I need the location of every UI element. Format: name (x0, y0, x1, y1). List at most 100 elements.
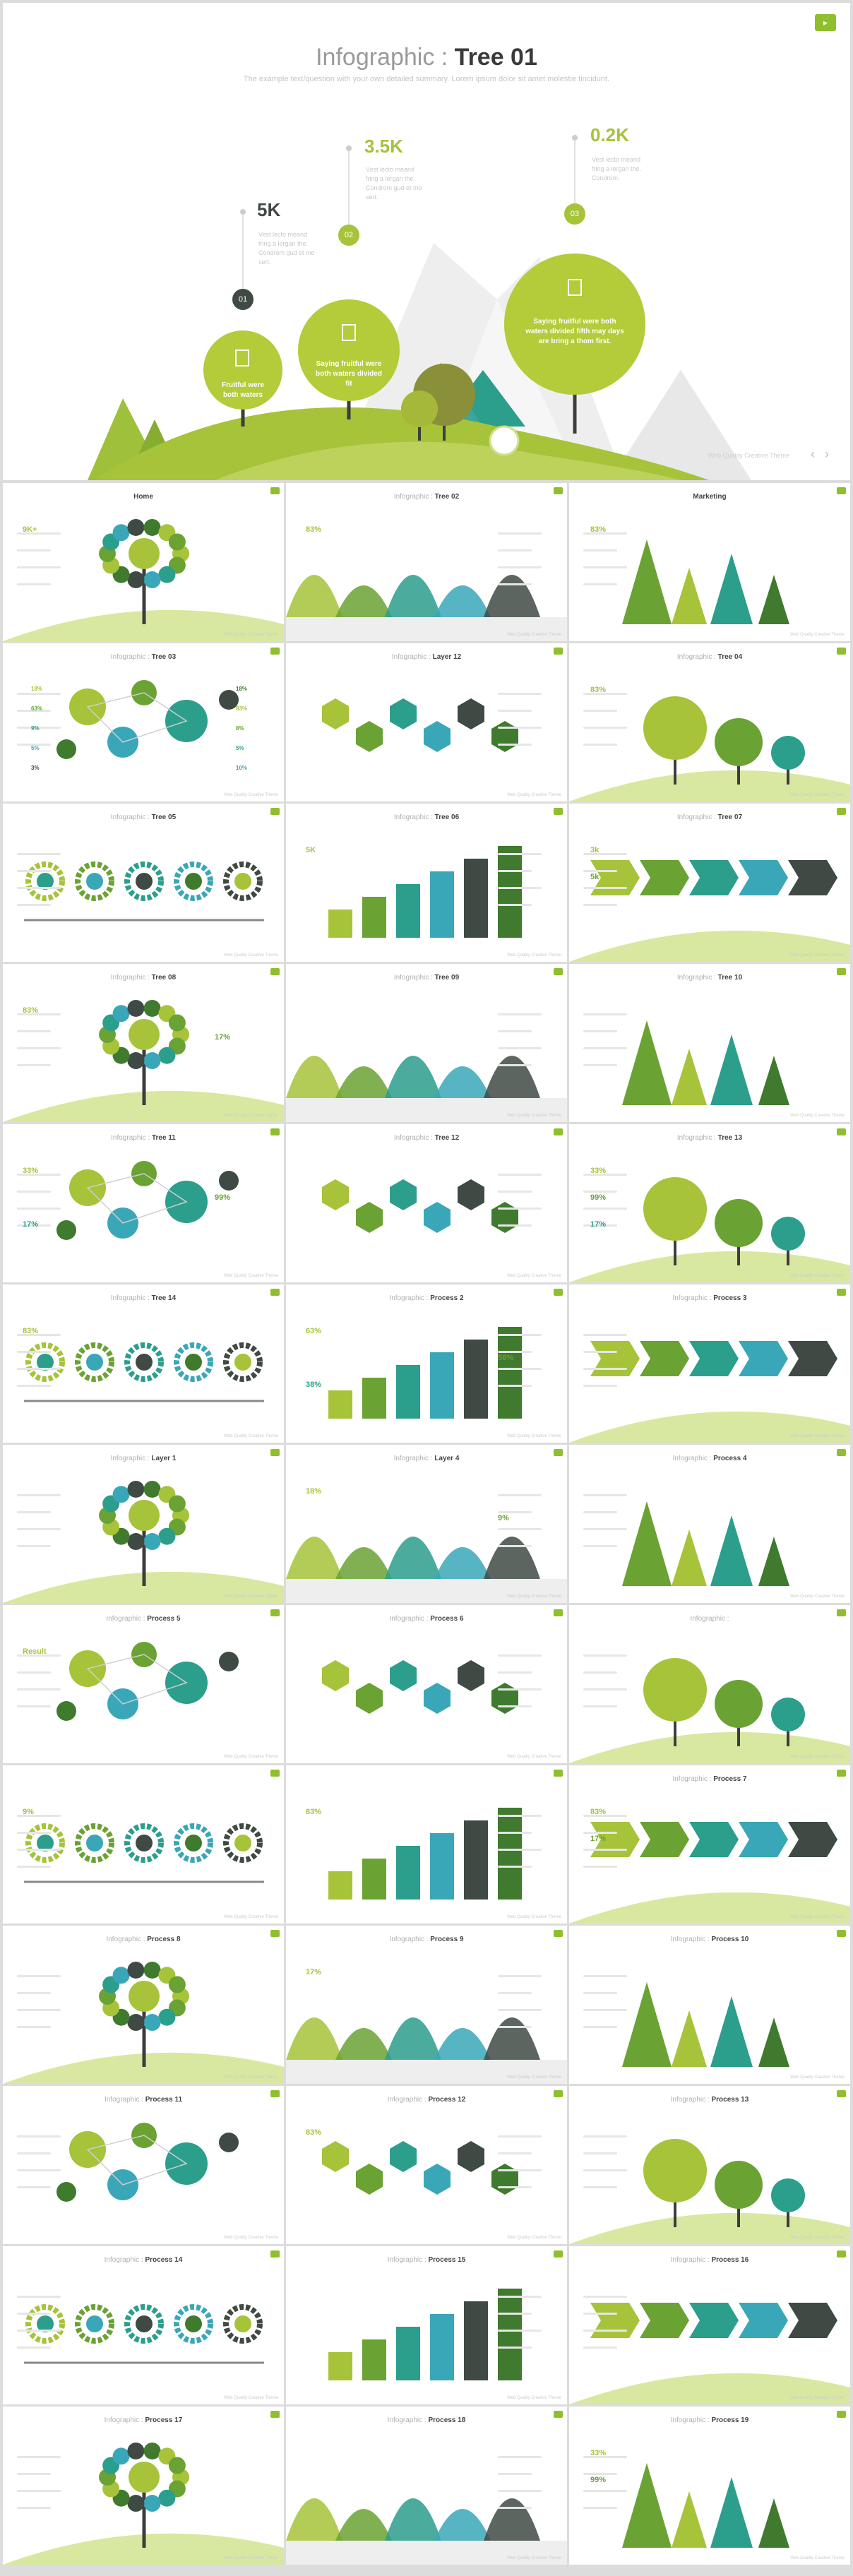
slide-illustration (286, 575, 567, 641)
slide-corner-badge[interactable] (837, 1449, 846, 1456)
slide-thumbnail[interactable]: Infographic : Process 3 Web Quality Creat… (569, 1284, 850, 1443)
slide-thumbnail[interactable]: Infographic : Tree 04 83% Web Quality Crea… (569, 643, 850, 801)
slide-thumbnail[interactable]: Infographic : Process 18 Web Quality Crea… (286, 2407, 567, 2565)
slide-corner-badge[interactable] (837, 2411, 846, 2418)
slide-corner-badge[interactable] (270, 1930, 280, 1937)
slide-thumbnail[interactable]: Infographic : Process 8 Web Quality Creat… (3, 1926, 284, 2084)
text-placeholder-line (17, 904, 51, 906)
slide-thumbnail[interactable]: Infographic : Process 10 Web Quality Crea… (569, 1926, 850, 2084)
slide-thumbnail[interactable]: Infographic : Process 19 33% 99% Web Qualit… (569, 2407, 850, 2565)
slide-corner-badge[interactable] (837, 968, 846, 975)
slide-corner-badge[interactable] (554, 968, 563, 975)
slide-thumbnail[interactable]: Infographic : Process 5 Result Web Quality… (3, 1605, 284, 1763)
slide-thumbnail[interactable]: Infographic : Layer 1 Web Quality Creativ… (3, 1445, 284, 1603)
slide-corner-badge[interactable] (554, 1449, 563, 1456)
text-placeholder-line (583, 532, 627, 535)
slide-corner-badge[interactable] (837, 1770, 846, 1777)
slide-thumbnail[interactable]: 83% Web Quality Creative Theme (286, 1765, 567, 1924)
slide-corner-badge[interactable] (270, 1449, 280, 1456)
slide-thumbnail[interactable]: Infographic : Tree 09 Web Quality Creativ… (286, 964, 567, 1122)
slide-corner-badge[interactable] (554, 808, 563, 815)
hero-corner-badge[interactable]: ▸ (815, 14, 836, 31)
text-placeholder-line (498, 1208, 542, 1210)
slide-thumbnail[interactable]: 9% Web Quality Creative Theme (3, 1765, 284, 1924)
slide-corner-badge[interactable] (270, 2250, 280, 2258)
slide-thumbnail[interactable]: Infographic : Layer 12 Web Quality Creati… (286, 643, 567, 801)
slide-corner-badge[interactable] (837, 1609, 846, 1616)
slide-title-prefix: Infographic : (672, 1294, 714, 1302)
slide-thumbnail[interactable]: Home 9K+ Web Quality Creative Theme (3, 483, 284, 641)
slide-thumbnail[interactable]: Infographic : Tree 02 83% Web Quality Crea… (286, 483, 567, 641)
slide-footer: Web Quality Creative Theme (790, 2396, 845, 2400)
slide-corner-badge[interactable] (554, 1609, 563, 1616)
slide-corner-badge[interactable] (270, 1609, 280, 1616)
text-placeholder-line (583, 1224, 617, 1227)
slide-thumbnail[interactable]: Infographic : Process 7 83% 17% Web Quality… (569, 1765, 850, 1924)
slide-corner-badge[interactable] (270, 2411, 280, 2418)
slide-corner-badge[interactable] (837, 808, 846, 815)
slide-thumbnail[interactable]: Infographic : Process 6 Web Quality Creat… (286, 1605, 567, 1763)
slide-corner-badge[interactable] (270, 968, 280, 975)
slide-corner-badge[interactable] (270, 1128, 280, 1135)
slide-thumbnail[interactable]: Infographic : Process 2 63% 56% 38% Web Qual… (286, 1284, 567, 1443)
slide-thumbnail[interactable]: Infographic : Process 4 Web Quality Creat… (569, 1445, 850, 1603)
slide-corner-badge[interactable] (270, 648, 280, 655)
slide-thumbnail[interactable]: Infographic : Layer 4 18% 9% Web Quality Cr… (286, 1445, 567, 1603)
slide-corner-badge[interactable] (837, 487, 846, 494)
slide-value-label: 83% (236, 705, 248, 712)
slide-thumbnail[interactable]: Infographic : Process 17 Web Quality Crea… (3, 2407, 284, 2565)
hero-prev-button[interactable]: ‹ (811, 447, 815, 461)
slide-corner-badge[interactable] (270, 808, 280, 815)
slide-corner-badge[interactable] (554, 1128, 563, 1135)
slide-footer: Web Quality Creative Theme (790, 1755, 845, 1759)
slide-thumbnail[interactable]: Infographic : Tree 06 5K Web Quality Creat… (286, 804, 567, 962)
slide-corner-badge[interactable] (554, 1930, 563, 1937)
text-placeholder-line (498, 1334, 542, 1336)
slide-thumbnail[interactable]: Marketing 83% Web Quality Creative Theme (569, 483, 850, 641)
slide-corner-badge[interactable] (554, 648, 563, 655)
slide-thumbnail[interactable]: Infographic : Tree 12 Web Quality Creativ… (286, 1124, 567, 1282)
text-placeholder-line (498, 1654, 542, 1657)
slide-corner-badge[interactable] (270, 1289, 280, 1296)
slide-corner-badge[interactable] (837, 2090, 846, 2097)
slide-corner-badge[interactable] (270, 1770, 280, 1777)
slide-thumbnail[interactable]: Infographic : Tree 11 33% 99% 17% Web Qualit… (3, 1124, 284, 1282)
slide-thumbnail[interactable]: Infographic : Process 15 Web Quality Crea… (286, 2246, 567, 2404)
slide-thumbnail[interactable]: Infographic : Tree 10 Web Quality Creativ… (569, 964, 850, 1122)
slide-corner-badge[interactable] (554, 2090, 563, 2097)
slide-thumbnail[interactable]: Infographic : Tree 03 18% 63% 9% 5% 3% 18% 83% 8… (3, 643, 284, 801)
slide-title: Infographic : Process 12 (286, 2096, 567, 2104)
slide-thumbnail[interactable]: Infographic : Process 11 Web Quality Crea… (3, 2086, 284, 2244)
slide-corner-badge[interactable] (837, 2250, 846, 2258)
slide-corner-badge[interactable] (554, 1289, 563, 1296)
slide-corner-badge[interactable] (837, 1930, 846, 1937)
slide-thumbnail[interactable]: Infographic : Tree 07 3k 5k Web Quality Cre… (569, 804, 850, 962)
slide-corner-badge[interactable] (554, 1770, 563, 1777)
slide-thumbnail[interactable]: Infographic : Process 12 83% Web Quality C… (286, 2086, 567, 2244)
text-placeholder-line (17, 693, 61, 695)
slide-corner-badge[interactable] (837, 1128, 846, 1135)
slide-illustration (328, 846, 522, 938)
slide-corner-badge[interactable] (554, 2250, 563, 2258)
slide-thumbnail[interactable]: Infographic : Process 9 17% Web Quality Cr… (286, 1926, 567, 2084)
slide-thumbnail[interactable]: Infographic : Process 16 Web Quality Crea… (569, 2246, 850, 2404)
slide-corner-badge[interactable] (837, 648, 846, 655)
slide-value-label: 83% (590, 686, 607, 694)
slide-corner-badge[interactable] (270, 487, 280, 494)
slide-thumbnail[interactable]: Infographic : Process 14 Web Quality Crea… (3, 2246, 284, 2404)
slide-thumbnail[interactable]: Infographic : Tree 08 83% 17% Web Quality C… (3, 964, 284, 1122)
slide-thumbnail[interactable]: Infographic : Tree 05 Web Quality Creativ… (3, 804, 284, 962)
slide-corner-badge[interactable] (554, 487, 563, 494)
slide-thumbnail[interactable]: Infographic : Web Quality Creative Theme (569, 1605, 850, 1763)
slide-thumbnail[interactable]: Infographic : Process 13 Web Quality Crea… (569, 2086, 850, 2244)
hero-next-button[interactable]: › (825, 447, 829, 461)
slide-corner-badge[interactable] (554, 2411, 563, 2418)
slide-illustration (3, 999, 284, 1122)
slide-title: Infographic : Process 10 (569, 1936, 850, 1943)
slide-corner-badge[interactable] (837, 1289, 846, 1296)
slide-thumbnail[interactable]: Infographic : Tree 14 83% Web Quality Crea… (3, 1284, 284, 1443)
slide-thumbnail[interactable]: Infographic : Tree 13 33% 99% 17% Web Qualit… (569, 1124, 850, 1282)
text-placeholder-line (583, 1208, 627, 1210)
slide-corner-badge[interactable] (270, 2090, 280, 2097)
text-placeholder-line (498, 853, 542, 855)
